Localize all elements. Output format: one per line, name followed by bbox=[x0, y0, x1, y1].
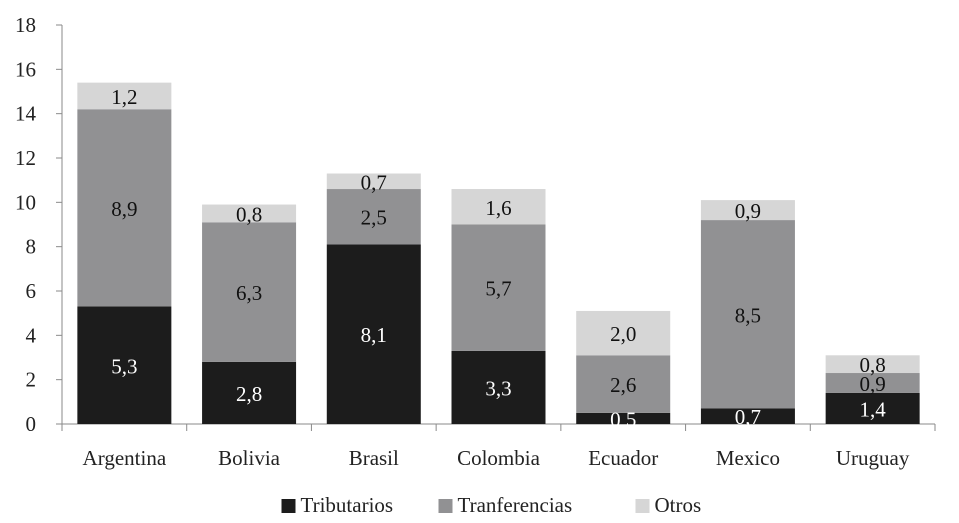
data-labels: 5,3 8,9 1,2 2,8 6,3 0,8 8,1 2,5 0,7 3,3 5,7 1,6 0,5 2… bbox=[111, 85, 886, 432]
data-label: 6,3 bbox=[236, 281, 262, 305]
data-label: 5,7 bbox=[485, 277, 511, 301]
data-label: 0,5 bbox=[610, 407, 636, 431]
bar-segment-otros bbox=[451, 189, 546, 225]
data-label: 1,4 bbox=[860, 397, 887, 421]
bar-segment-tributarios bbox=[576, 412, 671, 424]
data-label: 2,8 bbox=[236, 382, 262, 406]
y-tick-label: 18 bbox=[15, 13, 36, 37]
data-label: 0,9 bbox=[860, 372, 886, 396]
data-label: 0,8 bbox=[236, 202, 262, 226]
x-tick-label: Colombia bbox=[457, 446, 541, 470]
data-label: 2,5 bbox=[361, 206, 387, 230]
bar-segment-tranferencias bbox=[451, 224, 546, 351]
y-tick-label: 6 bbox=[26, 279, 37, 303]
bar-segment-otros bbox=[202, 204, 297, 223]
x-tick-label: Argentina bbox=[83, 446, 167, 470]
legend-swatch bbox=[281, 499, 296, 513]
data-label: 8,9 bbox=[111, 197, 137, 221]
y-tick-label: 10 bbox=[15, 190, 36, 214]
y-axis: 0 2 4 6 8 10 12 14 16 18 bbox=[15, 13, 63, 436]
bar-segment-tranferencias bbox=[825, 373, 920, 393]
legend-label: Otros bbox=[655, 493, 702, 517]
data-label: 0,7 bbox=[361, 170, 387, 194]
data-label: 8,1 bbox=[361, 323, 387, 347]
data-label: 0,9 bbox=[735, 199, 761, 223]
x-tick-label: Brasil bbox=[349, 446, 399, 470]
x-axis: Argentina Bolivia Brasil Colombia Ecuador Mex… bbox=[61, 423, 936, 470]
data-label: 1,2 bbox=[111, 85, 137, 109]
legend: Tributarios Tranferencias Otros bbox=[281, 493, 702, 517]
bars bbox=[77, 82, 920, 424]
y-tick-label: 14 bbox=[15, 102, 37, 126]
data-label: 5,3 bbox=[111, 354, 137, 378]
bar-segment-tributarios bbox=[825, 392, 920, 424]
bar-segment-tranferencias bbox=[576, 355, 671, 413]
bar-segment-tributarios bbox=[77, 306, 172, 424]
bar-segment-tributarios bbox=[451, 350, 546, 424]
bar-segment-tranferencias bbox=[202, 222, 297, 362]
data-label: 8,5 bbox=[735, 303, 761, 327]
x-tick-label: Bolivia bbox=[218, 446, 281, 470]
y-tick-label: 4 bbox=[26, 323, 37, 347]
y-tick-label: 0 bbox=[26, 412, 37, 436]
data-label: 1,6 bbox=[485, 196, 511, 220]
y-tick-label: 8 bbox=[26, 235, 37, 259]
bar-segment-otros bbox=[700, 200, 795, 221]
bar-segment-tributarios bbox=[326, 244, 421, 424]
legend-label: Tranferencias bbox=[458, 493, 573, 517]
bar-segment-otros bbox=[77, 82, 172, 110]
bar-segment-otros bbox=[576, 310, 671, 356]
data-label: 2,0 bbox=[610, 322, 636, 346]
data-label: 2,6 bbox=[610, 373, 636, 397]
y-tick-label: 12 bbox=[15, 146, 36, 170]
bar-segment-otros bbox=[825, 355, 920, 374]
data-label: 0,7 bbox=[735, 405, 761, 429]
x-tick-label: Mexico bbox=[716, 446, 780, 470]
x-tick-label: Uruguay bbox=[836, 446, 910, 470]
data-label: 3,3 bbox=[485, 376, 511, 400]
bar-segment-tributarios bbox=[700, 408, 795, 424]
bar-segment-otros bbox=[326, 173, 421, 190]
data-label: 0,8 bbox=[860, 353, 886, 377]
bar-segment-tributarios bbox=[202, 361, 297, 424]
bar-segment-tranferencias bbox=[326, 189, 421, 245]
y-tick-label: 2 bbox=[26, 368, 37, 392]
bar-segment-tranferencias bbox=[77, 109, 172, 307]
legend-swatch bbox=[438, 499, 453, 513]
y-tick-label: 16 bbox=[15, 57, 36, 81]
legend-label: Tributarios bbox=[301, 493, 394, 517]
bar-segment-tranferencias bbox=[700, 220, 795, 409]
x-tick-label: Ecuador bbox=[588, 446, 658, 470]
legend-swatch bbox=[635, 499, 650, 513]
